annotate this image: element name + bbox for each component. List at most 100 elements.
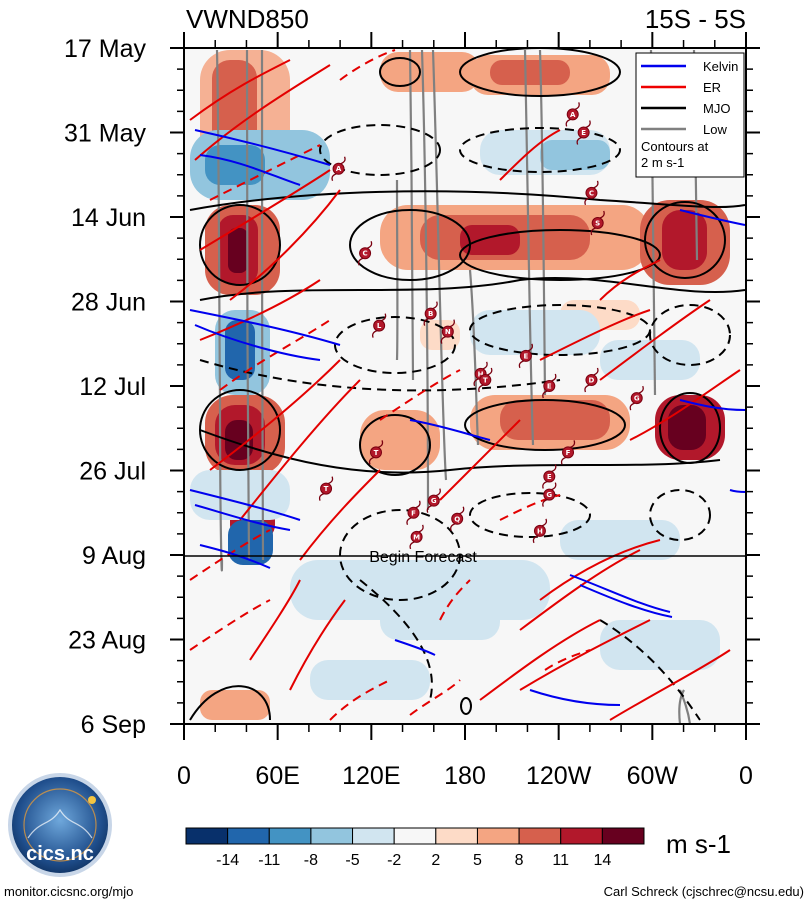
storm-marker: F — [560, 440, 576, 465]
storm-marker-label: T — [374, 449, 379, 457]
storm-marker: T — [478, 367, 493, 393]
storm-marker: B — [423, 301, 438, 326]
y-tick-label: 23 Aug — [68, 627, 146, 655]
storm-marker-label: E — [547, 473, 552, 481]
legend-label-kelvin: Kelvin — [703, 59, 738, 74]
colorbar-tick-label: 8 — [515, 852, 524, 869]
legend-label-er: ER — [703, 80, 721, 95]
x-tick-label: 120E — [342, 762, 400, 790]
legend: Kelvin ER MJO Low Contours at 2 m s-1 — [635, 52, 745, 178]
colorbar-swatch — [476, 827, 520, 845]
mjo-contours — [189, 48, 746, 721]
storm-marker: E — [542, 464, 557, 489]
x-tick-label: 60E — [255, 762, 299, 790]
storm-marker-label: G — [431, 497, 437, 505]
storm-marker: Q — [450, 506, 465, 532]
colorbar-swatch — [268, 827, 312, 845]
storm-marker-label: D — [589, 376, 595, 384]
footer-left: monitor.cicsnc.org/mjo — [4, 884, 133, 899]
y-axis: 17 May 31 May 14 Jun 28 Jun 12 Jul 26 Jul 9 Au… — [64, 35, 760, 739]
storm-marker: G — [426, 488, 441, 513]
chart-title: VWND850 — [186, 4, 309, 34]
colorbar-swatch — [560, 827, 603, 845]
legend-label-low: Low — [703, 122, 727, 137]
storm-marker-label: E — [581, 129, 586, 137]
mjo-contours-negative — [199, 124, 731, 721]
storm-marker-label: B — [428, 310, 433, 318]
storm-marker-label: G — [546, 491, 552, 499]
x-tick-label: 180 — [444, 762, 486, 790]
storm-marker-label: N — [445, 328, 451, 336]
logo-text: cics.nc — [26, 843, 94, 865]
storm-marker-label: A — [570, 111, 576, 119]
storm-marker: E — [576, 120, 591, 145]
storm-marker: C — [584, 180, 599, 206]
colorbar-tick-label: 5 — [473, 852, 482, 869]
storm-marker-label: F — [411, 509, 416, 517]
storm-marker-label: C — [363, 250, 368, 258]
shading-layer — [189, 48, 746, 724]
colorbar-swatch — [518, 827, 562, 845]
footer-right: Carl Schreck (cjschrec@ncsu.edu) — [604, 884, 804, 899]
colorbar-swatch — [352, 827, 395, 845]
storm-marker: H — [532, 518, 548, 544]
kelvin-contours — [189, 129, 746, 706]
storm-marker-label: E — [523, 352, 528, 360]
storm-marker-label: G — [634, 395, 640, 403]
colorbar-tick-label: -2 — [387, 852, 401, 869]
storm-marker-label: Q — [454, 515, 460, 523]
colorbar-swatch — [185, 827, 229, 845]
colorbar-tick-label: 11 — [552, 852, 569, 869]
storm-marker: D — [584, 367, 599, 393]
x-axis: 0 60E 120E 180 120W 60W 0 — [177, 32, 753, 790]
colorbar-tick-label: 2 — [431, 852, 440, 869]
storm-marker: E — [518, 343, 534, 369]
y-tick-label: 28 Jun — [71, 289, 146, 317]
storm-marker-label: H — [478, 370, 484, 378]
legend-note-line2: 2 m s-1 — [641, 155, 684, 170]
x-tick-label: 0 — [177, 762, 191, 790]
chart-subtitle: 15S - 5S — [645, 4, 746, 34]
colorbar-swatch — [393, 827, 437, 845]
y-tick-label: 31 May — [64, 120, 146, 148]
colorbar-swatch — [435, 827, 478, 845]
storm-marker-label: M — [413, 533, 420, 541]
y-tick-label: 17 May — [64, 35, 146, 63]
y-tick-label: 6 Sep — [81, 711, 146, 739]
storm-marker: L — [371, 313, 387, 338]
y-tick-label: 14 Jun — [71, 204, 146, 232]
storm-marker: N — [440, 319, 455, 344]
storm-marker-label: T — [483, 376, 488, 384]
storm-marker-label: S — [595, 220, 600, 228]
legend-label-mjo: MJO — [703, 101, 730, 116]
colorbar-tick-label: -5 — [345, 852, 359, 869]
colorbar-tick-label: 14 — [593, 852, 611, 869]
storm-marker: S — [590, 210, 605, 236]
x-tick-label: 60W — [627, 762, 679, 790]
storm-marker-label: H — [537, 527, 543, 535]
colorbar-tick-label: -11 — [258, 852, 280, 869]
storm-marker: T — [368, 440, 384, 465]
y-tick-label: 9 Aug — [82, 542, 146, 570]
y-tick-label: 12 Jul — [79, 373, 146, 401]
cics-logo: cics.nc — [8, 773, 112, 877]
storm-marker: A — [331, 156, 346, 181]
x-tick-label: 0 — [739, 762, 753, 790]
colorbar-tick-label: -8 — [304, 852, 318, 869]
forecast-label: Begin Forecast — [369, 549, 477, 566]
colorbar: -14 -11 -8 -5 -2 2 5 8 11 14 — [185, 827, 645, 869]
storm-marker-label: T — [324, 485, 329, 493]
storm-marker-label: F — [566, 449, 571, 457]
colorbar-swatch — [227, 827, 270, 845]
storm-marker: A — [565, 102, 580, 127]
storm-marker-label: E — [547, 383, 552, 391]
x-tick-label: 120W — [526, 762, 592, 790]
colorbar-swatch — [310, 827, 354, 845]
storm-marker: F — [406, 500, 421, 525]
colorbar-tick-label: -14 — [216, 852, 239, 869]
storm-marker: C — [357, 240, 373, 266]
colorbar-units: m s-1 — [666, 829, 731, 859]
storm-marker: G — [629, 385, 644, 411]
